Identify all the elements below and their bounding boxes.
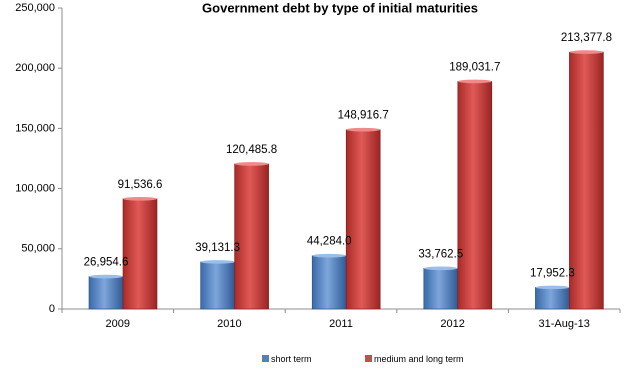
data-label: 189,031.7	[449, 61, 500, 73]
bar-top-cap	[89, 274, 123, 279]
y-tick-label: 0	[49, 303, 55, 315]
x-tick-label: 2010	[217, 318, 241, 330]
bar-top-cap	[123, 196, 157, 201]
bar-medium-and-long-term	[122, 198, 158, 310]
bars	[88, 50, 604, 310]
bar-short-term	[200, 261, 235, 310]
legend-swatch	[262, 355, 269, 362]
data-labels: 26,954.6 39,131.3 44,284.0 33,762.5 17,952.3…	[84, 32, 612, 279]
x-tick-label: 2012	[440, 318, 464, 330]
data-label: 17,952.3	[530, 267, 575, 279]
bar-top-cap	[423, 266, 458, 271]
x-tick-label: 2011	[329, 318, 353, 330]
bar-top-cap	[234, 162, 269, 166]
data-label: 39,131.3	[195, 242, 240, 254]
data-label: 148,916.7	[338, 110, 389, 122]
bar-short-term	[423, 268, 459, 310]
bar-top-cap	[312, 253, 347, 258]
bar-medium-and-long-term	[457, 81, 493, 310]
legend: short term medium and long term	[262, 354, 464, 364]
bar-short-term	[311, 255, 347, 310]
data-label: 213,377.8	[561, 32, 612, 44]
bar-top-cap	[346, 127, 381, 132]
y-tick-label: 200,000	[15, 62, 55, 74]
bar-top-cap	[535, 285, 570, 290]
chart-title: Government debt by type of initial matur…	[202, 1, 478, 16]
axes: 0 50,000 100,000 150,000 200,000 250,000 2009 2…	[15, 2, 621, 330]
x-tick-label: 31-Aug-13	[539, 318, 590, 330]
x-tick-label: 2009	[106, 318, 130, 330]
y-tick-label: 250,000	[15, 2, 55, 14]
bar-medium-and-long-term	[569, 51, 604, 310]
y-tick-label: 100,000	[15, 183, 55, 195]
bar-medium-and-long-term	[234, 163, 269, 310]
data-label: 91,536.6	[118, 179, 163, 191]
data-label: 120,485.8	[226, 144, 277, 156]
bar-top-cap	[457, 79, 492, 84]
y-tick-label: 50,000	[21, 243, 55, 255]
legend-label: short term	[271, 354, 312, 364]
legend-swatch	[365, 355, 372, 362]
bar-short-term	[88, 276, 124, 310]
bar-medium-and-long-term	[345, 129, 381, 310]
data-label: 44,284.0	[307, 236, 352, 248]
bar-top-cap	[569, 50, 604, 54]
data-label: 26,954.6	[84, 257, 129, 269]
y-tick-label: 150,000	[15, 122, 55, 134]
bar-top-cap	[200, 260, 235, 264]
legend-label: medium and long term	[374, 354, 464, 364]
bar-short-term	[535, 287, 570, 310]
data-label: 33,762.5	[418, 248, 463, 260]
